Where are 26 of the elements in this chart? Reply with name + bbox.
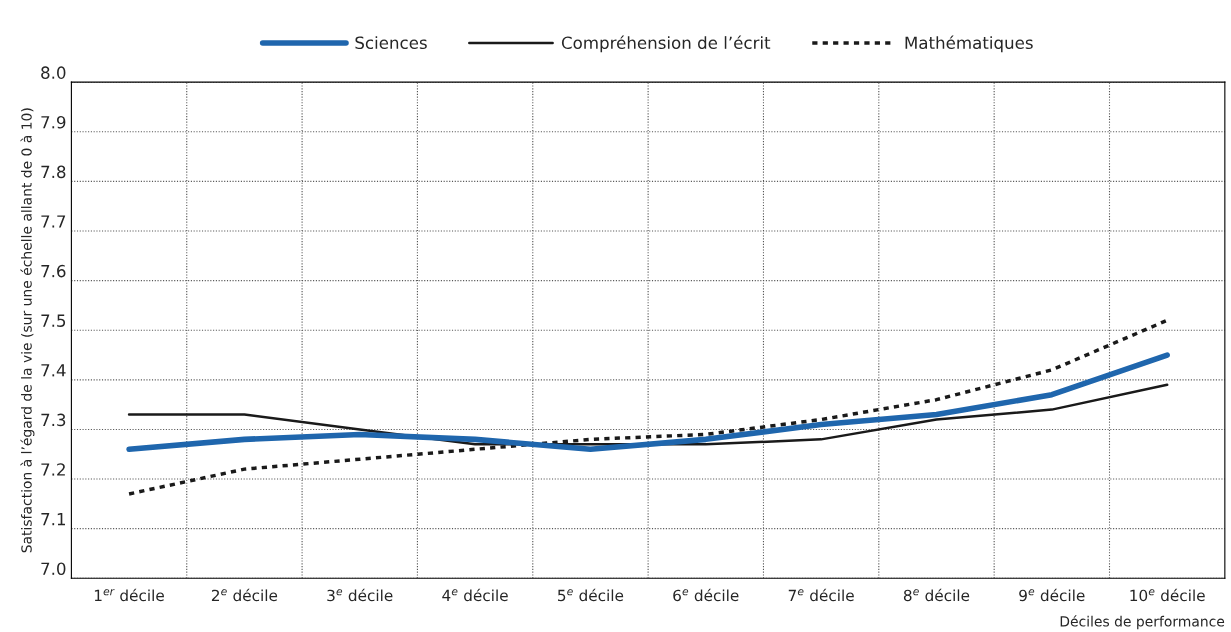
y-tick-label: 8.0 xyxy=(41,66,66,79)
x-tick-label: 1$^{er}$ décile xyxy=(94,588,164,602)
x-axis-title: Déciles de performance xyxy=(1060,615,1225,630)
y-tick-label: 7.8 xyxy=(41,165,66,179)
y-axis-title: Satisfaction à l’égard de la vie (sur une échelle allant de 0 à 10) xyxy=(20,108,35,553)
y-tick-label: 7.0 xyxy=(41,562,66,576)
y-tick-label: 7.4 xyxy=(41,364,66,377)
y-tick-label: 7.5 xyxy=(41,314,66,327)
x-tick-label: 9$^{e}$ décile xyxy=(1019,588,1085,602)
x-tick-label: 4$^{e}$ décile xyxy=(442,588,508,602)
x-tick-label: 10$^{e}$ décile xyxy=(1130,588,1205,602)
x-tick-label: 8$^{e}$ décile xyxy=(903,588,970,602)
x-tick-label: 6$^{e}$ décile xyxy=(673,588,739,602)
x-tick-label: 3$^{e}$ décile xyxy=(327,588,393,602)
legend-label: Sciences xyxy=(355,36,427,50)
x-tick-label: 2$^{e}$ décile xyxy=(211,588,278,602)
legend-label: Compréhension de l’écrit xyxy=(561,35,771,53)
x-tick-label: 7$^{e}$ décile xyxy=(788,588,854,602)
y-tick-label: 7.3 xyxy=(41,413,66,427)
y-tick-label: 7.9 xyxy=(41,115,66,129)
x-tick-label: 5$^{e}$ décile xyxy=(558,588,624,602)
y-tick-label: 7.2 xyxy=(41,463,65,476)
legend-label: Mathématiques xyxy=(905,35,1033,53)
y-tick-label: 7.1 xyxy=(41,513,65,526)
y-tick-label: 7.6 xyxy=(41,264,66,278)
y-tick-label: 7.7 xyxy=(41,215,66,228)
